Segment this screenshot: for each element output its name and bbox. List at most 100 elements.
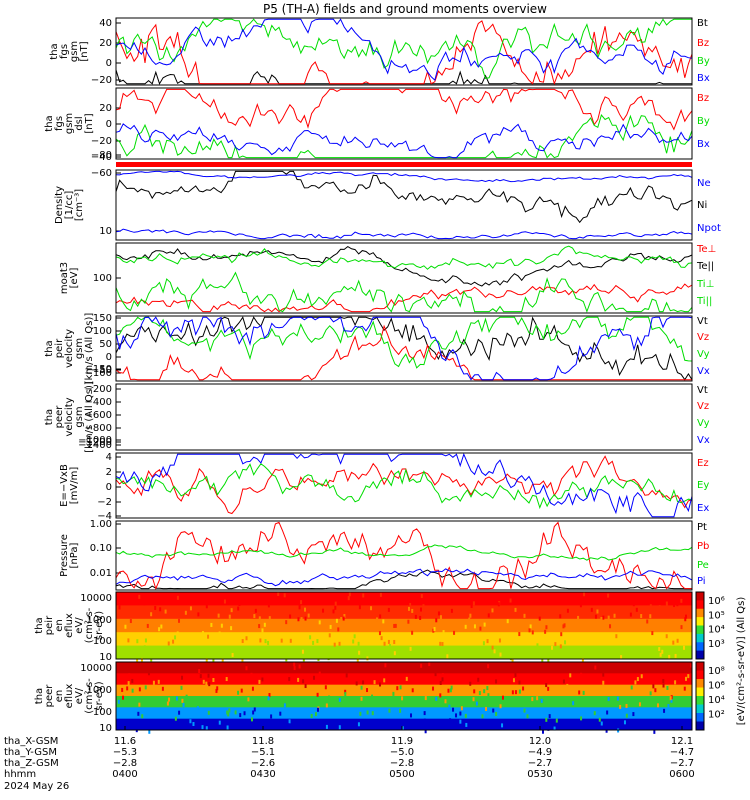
heatmap-cell [157,679,160,684]
heatmap-cell [407,606,410,611]
heatmap-cell [360,696,363,701]
y-axis-label: (cm²-s- [84,678,95,714]
heatmap-cell [654,663,657,668]
heatmap-cell [293,666,296,671]
heatmap-cell [420,594,423,599]
heatmap-cell [481,714,484,719]
heatmap-cell [414,614,417,619]
heatmap-cell [512,678,515,683]
heatmap-cell [164,609,167,614]
heatmap-cell [358,605,361,610]
y-axis-label: peer [44,684,55,708]
heatmap-cell [581,658,584,663]
heatmap-cell [121,687,124,692]
y-axis-label: [nT] [84,113,95,133]
heatmap-cell [231,652,234,657]
heatmap-cell [383,641,386,646]
heatmap-cell [479,665,482,670]
heatmap-cell [470,604,473,609]
heatmap-cell [394,623,397,628]
heatmap-cell [594,665,597,670]
heatmap-cell [562,624,565,629]
x-axis-value: 12.1 [671,736,693,747]
heatmap-cell [580,647,583,652]
heatmap-cell [309,635,312,640]
heatmap-cell [486,639,489,644]
series-line [115,463,693,510]
series-line [115,569,692,590]
heatmap-cell [337,627,340,632]
heatmap-cell [352,639,355,644]
heatmap-cell [597,596,600,601]
heatmap-cell [536,696,539,701]
legend-entry: Pt [697,522,707,533]
heatmap-cell [479,626,482,631]
y-axis-label: velocity [64,397,75,436]
heatmap-cell [285,620,288,625]
heatmap-cell [635,607,638,612]
heatmap-cell [482,641,485,646]
heatmap-cell [293,662,296,667]
heatmap-cell [319,597,322,602]
y-axis-label: [1/cc] [64,191,75,220]
heatmap-cell [478,691,481,696]
panel-frame [115,87,693,160]
heatmap-cell [189,606,192,611]
legend-entry: Bt [697,18,708,29]
heatmap-cell [397,725,400,730]
heatmap-band [116,718,692,731]
heatmap-cell [465,725,468,730]
x-axis-value: −5.1 [251,747,275,758]
heatmap-cell [122,695,125,700]
heatmap-cell [419,615,422,620]
heatmap-cell [304,607,307,612]
heatmap-cell [596,609,599,614]
y-axis-label: peir [54,338,65,358]
legend-entry: Bx [697,139,710,150]
heatmap-cell [127,638,130,643]
heatmap-cell [126,686,129,691]
colorbar-tick-label: 10² [708,710,725,721]
series-line [115,20,693,86]
heatmap-cell [423,718,426,723]
heatmap-cell [261,597,264,602]
colorbar-segment [696,704,704,714]
colorbar-segment [696,696,704,705]
y-tick-label: 10000 [80,663,112,674]
x-axis-value: −5.0 [390,747,414,758]
heatmap-band [116,684,692,697]
heatmap-cell [340,617,343,622]
heatmap-cell [167,641,170,646]
heatmap-cell [192,722,195,727]
heatmap-cell [475,701,478,706]
legend-entry: Ez [697,458,709,469]
series-line [115,170,693,224]
heatmap-cell [493,649,496,654]
heatmap-cell [528,665,531,670]
heatmap-cell [654,688,657,693]
heatmap-cell [440,654,443,659]
heatmap-cell [579,603,582,608]
heatmap-cell [518,689,521,694]
y-axis-label: sr-eV) [94,611,105,640]
heatmap-cell [182,702,185,707]
legend-entry: Vy [697,418,710,429]
heatmap-cell [180,685,183,690]
heatmap-cell [138,594,141,599]
heatmap-cell [388,708,391,713]
heatmap-cell [187,652,190,657]
heatmap-cell [334,605,337,610]
y-tick-label: −20 [91,136,112,147]
colorbar-segment [696,592,704,601]
heatmap-cell [607,615,610,620]
colorbar: 10⁶ 10⁵ 10⁴ 10³ [695,591,725,660]
data-gap-bar [116,162,692,167]
heatmap-cell [518,680,521,685]
heatmap-cell [464,624,467,629]
heatmap-cell [411,688,414,693]
heatmap-cell [629,599,632,604]
heatmap-cell [509,598,512,603]
heatmap-cell [665,601,668,606]
heatmap-cell [649,614,652,619]
